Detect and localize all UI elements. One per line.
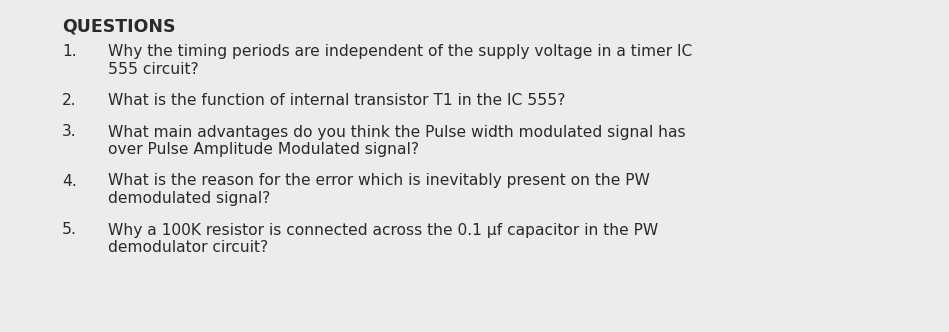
Text: QUESTIONS: QUESTIONS bbox=[62, 18, 176, 36]
Text: Why the timing periods are independent of the supply voltage in a timer IC: Why the timing periods are independent o… bbox=[108, 44, 693, 59]
Text: over Pulse Amplitude Modulated signal?: over Pulse Amplitude Modulated signal? bbox=[108, 142, 419, 157]
Text: 555 circuit?: 555 circuit? bbox=[108, 61, 198, 76]
Text: 4.: 4. bbox=[62, 174, 77, 189]
Text: 3.: 3. bbox=[62, 124, 77, 139]
Text: What main advantages do you think the Pulse width modulated signal has: What main advantages do you think the Pu… bbox=[108, 124, 685, 139]
Text: What is the reason for the error which is inevitably present on the PW: What is the reason for the error which i… bbox=[108, 174, 650, 189]
Text: What is the function of internal transistor T1 in the IC 555?: What is the function of internal transis… bbox=[108, 93, 566, 108]
Text: 5.: 5. bbox=[62, 222, 77, 237]
Text: 2.: 2. bbox=[62, 93, 77, 108]
Text: 1.: 1. bbox=[62, 44, 77, 59]
Text: demodulator circuit?: demodulator circuit? bbox=[108, 240, 269, 255]
Text: demodulated signal?: demodulated signal? bbox=[108, 191, 270, 206]
Text: Why a 100K resistor is connected across the 0.1 µf capacitor in the PW: Why a 100K resistor is connected across … bbox=[108, 222, 659, 237]
